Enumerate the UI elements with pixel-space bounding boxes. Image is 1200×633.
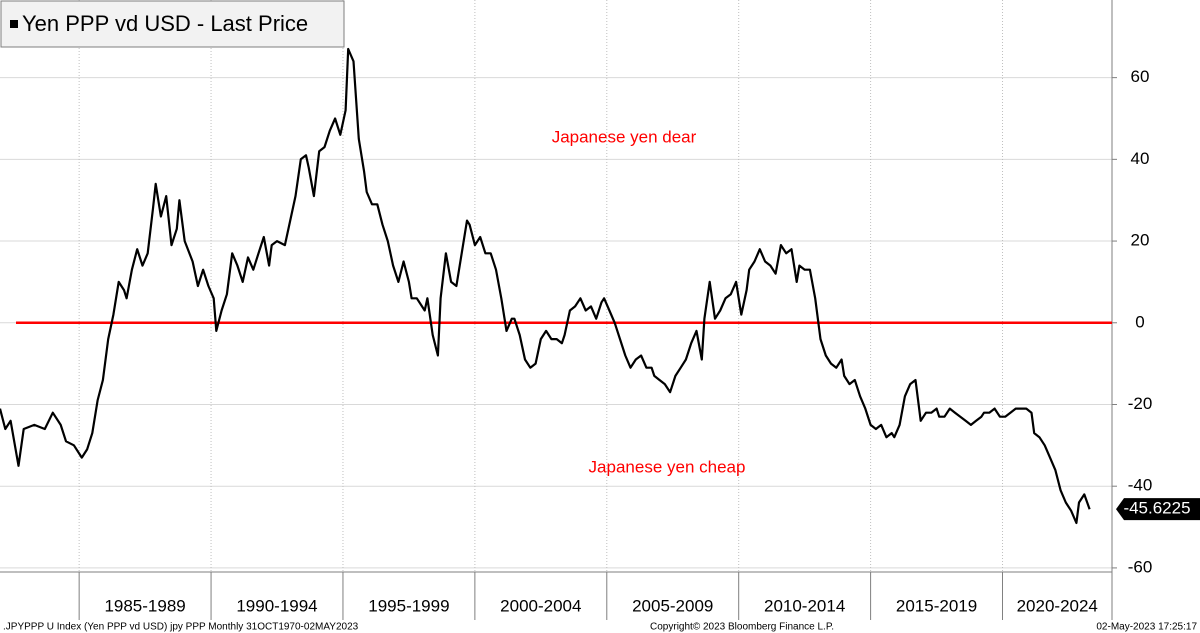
last-value-label: -45.6225 [1123,499,1190,518]
x-band-label: 2005-2009 [632,596,713,615]
legend-box [0,0,345,48]
footer-left: .JPYPPP U Index (Yen PPP vd USD) jpy PPP… [3,622,359,633]
x-band-label: 2015-2019 [896,596,977,615]
x-band-label: 2010-2014 [764,596,845,615]
annotation: Japanese yen cheap [589,457,746,476]
footer-right: 02-May-2023 17:25:17 [1096,622,1197,633]
legend-title: Yen PPP vd USD - Last Price [22,11,308,36]
grid-layer [0,0,1117,620]
y-tick-label: 60 [1131,67,1150,86]
annotation: Japanese yen dear [552,127,697,146]
x-band-label: 1995-1999 [368,596,449,615]
y-tick-label: -20 [1128,394,1153,413]
x-band-label: 2000-2004 [500,596,581,615]
legend-swatch [10,20,18,28]
line [0,47,1091,525]
footer-center: Copyright© 2023 Bloomberg Finance L.P. [650,622,834,633]
last-value-tag [1116,498,1200,521]
y-tick-label: 0 [1135,312,1144,331]
y-tick-label: 20 [1131,231,1150,250]
y-tick-label: -60 [1128,557,1153,576]
x-band-label: 1990-1994 [236,596,317,615]
y-tick-label: -40 [1128,476,1153,495]
x-band-label: 1985-1989 [104,596,185,615]
plot-layer [0,47,1112,525]
x-band-label: 2020-2024 [1017,596,1098,615]
y-tick-label: 40 [1131,149,1150,168]
